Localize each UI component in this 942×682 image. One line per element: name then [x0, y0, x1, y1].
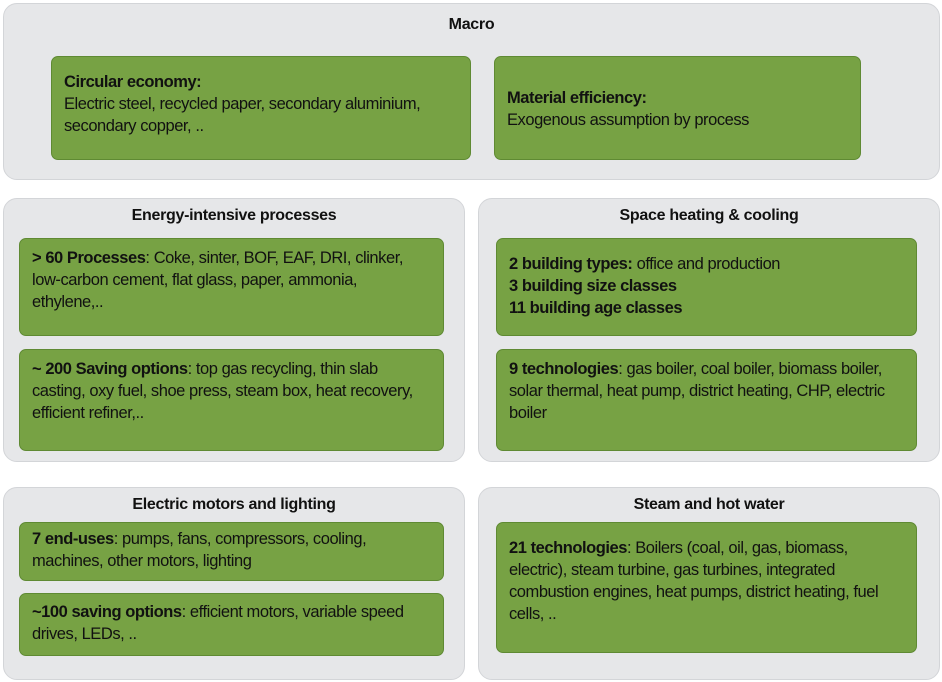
bold-text: 7 end-uses [32, 530, 114, 548]
item: Exogenous assumption by process [507, 109, 848, 131]
text-box: Circular economy: Electric steel, recycle… [51, 56, 471, 160]
panel-title: Electric motors and lighting [132, 496, 336, 513]
text-box: ~ 200 Saving options: top gas recycling,… [19, 349, 444, 451]
bold-text: 11 building age classes [509, 299, 683, 317]
item: 9 technologies: gas boiler, coal boiler,… [509, 358, 904, 424]
item: 21 technologies: Boilers (coal, oil, gas… [509, 537, 904, 625]
panel: Space heating & cooling 2 building types:… [478, 198, 940, 462]
text-box: Material efficiency: Exogenous assumption… [494, 56, 861, 160]
bold-text: Circular economy: [64, 73, 202, 91]
text: Electric steel, recycled paper, secondar… [64, 95, 421, 135]
item: 2 building types: office and production [509, 253, 904, 275]
bold-text: 9 technologies [509, 360, 619, 378]
item: 3 building size classes [509, 275, 904, 297]
text: : top gas recycling, thin slab casting, … [32, 360, 413, 422]
item: Material efficiency: [507, 87, 848, 109]
item: ~100 saving options: efficient motors, v… [32, 601, 431, 645]
panel: Steam and hot water 21 technologies: Boil… [478, 487, 940, 680]
text: : Coke, sinter, BOF, EAF, DRI, clinker, … [32, 249, 403, 311]
bold-text: > 60 Processes [32, 249, 146, 267]
bold-text: ~ 200 Saving options [32, 360, 188, 378]
item: 11 building age classes [509, 297, 904, 319]
text-box: > 60 Processes: Coke, sinter, BOF, EAF, … [19, 238, 444, 336]
bold-text: 2 building types: [509, 255, 633, 273]
panel-title: Energy-intensive processes [131, 207, 337, 224]
panel-title: Macro [448, 16, 495, 33]
panel-title: Space heating & cooling [619, 207, 799, 224]
text: : efficient motors, variable speed drive… [32, 603, 404, 643]
bold-text: 21 technologies [509, 539, 627, 557]
bold-text: 3 building size classes [509, 277, 677, 295]
text: office and production [632, 255, 781, 273]
text: : pumps, fans, compressors, cooling, mac… [32, 530, 367, 570]
text: : gas boiler, coal boiler, biomass boile… [509, 360, 885, 422]
panel-title: Steam and hot water [633, 496, 785, 513]
item: > 60 Processes: Coke, sinter, BOF, EAF, … [32, 247, 431, 313]
bold-text: Material efficiency: [507, 89, 647, 107]
bold-text: ~100 saving options [32, 603, 182, 621]
item: ~ 200 Saving options: top gas recycling,… [32, 358, 431, 424]
text: : Boilers (coal, oil, gas, biomass, elec… [509, 539, 879, 623]
item: 7 end-uses: pumps, fans, compressors, co… [32, 528, 431, 572]
text-box: 2 building types: office and production 3… [496, 238, 917, 336]
text: Exogenous assumption by process [507, 111, 749, 129]
text-box: ~100 saving options: efficient motors, v… [19, 593, 444, 656]
text-box: 9 technologies: gas boiler, coal boiler,… [496, 349, 917, 451]
item: Circular economy: [64, 71, 458, 93]
text-box: 7 end-uses: pumps, fans, compressors, co… [19, 522, 444, 581]
item: Electric steel, recycled paper, secondar… [64, 93, 458, 137]
panel: Macro Circular economy: Electric steel, re… [3, 3, 940, 180]
panel: Energy-intensive processes > 60 Processes… [3, 198, 465, 462]
panel: Electric motors and lighting 7 end-uses: … [3, 487, 465, 680]
text-box: 21 technologies: Boilers (coal, oil, gas… [496, 522, 917, 653]
